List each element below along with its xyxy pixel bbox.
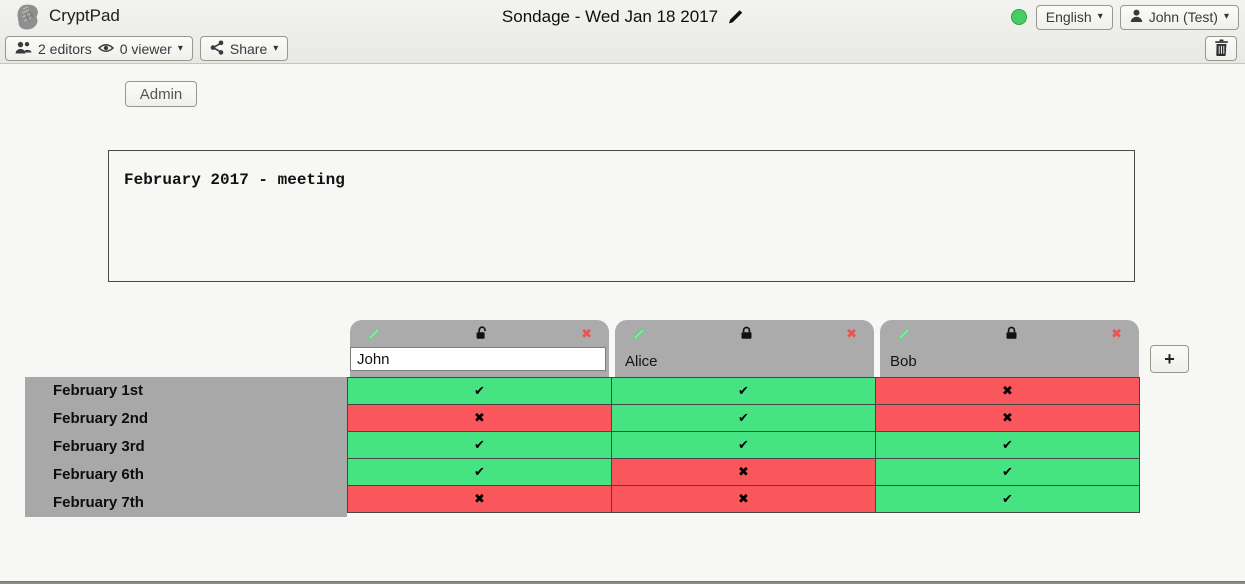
- vote-no-cell[interactable]: ✖: [347, 485, 612, 513]
- admin-button[interactable]: Admin: [125, 81, 197, 107]
- vote-no-cell[interactable]: ✖: [347, 404, 612, 432]
- app-name: CryptPad: [49, 6, 120, 25]
- chevron-down-icon: ▾: [1223, 11, 1229, 22]
- edit-column-icon[interactable]: [632, 327, 646, 341]
- share-label: Share: [229, 40, 268, 57]
- poll-row-label: February 2nd: [53, 410, 149, 427]
- poll-grid: ✔ ✔ ✖ ✖ ✔ ✖ ✔ ✔ ✔ ✔ ✖ ✔ ✖ ✖ ✔: [347, 377, 1140, 513]
- vote-yes-cell[interactable]: ✔: [347, 377, 612, 405]
- lock-icon[interactable]: [739, 326, 754, 341]
- user-name-label: John (Test): [1148, 9, 1218, 25]
- vote-yes-cell[interactable]: ✔: [347, 458, 612, 486]
- vote-yes-cell[interactable]: ✔: [875, 431, 1140, 459]
- add-column-button[interactable]: +: [1150, 345, 1189, 373]
- viewers-count-label: 0 viewer: [119, 40, 172, 57]
- chevron-down-icon: ▾: [273, 42, 279, 54]
- document-title: Sondage - Wed Jan 18 2017: [501, 7, 719, 26]
- delete-column-icon[interactable]: ✖: [1111, 326, 1122, 341]
- column-name-label: Bob: [890, 353, 917, 370]
- language-selector[interactable]: English ▾: [1035, 4, 1113, 30]
- poll-grid-row: ✖ ✔ ✖: [347, 404, 1140, 432]
- eye-icon: [97, 41, 114, 57]
- column-header-bob: ✖ Bob: [880, 320, 1139, 377]
- poll-grid-row: ✔ ✔ ✔: [347, 431, 1140, 459]
- share-button[interactable]: Share ▾: [199, 36, 289, 61]
- language-label: English: [1045, 9, 1092, 25]
- trash-button[interactable]: [1205, 36, 1237, 61]
- vote-yes-cell[interactable]: ✔: [611, 431, 876, 459]
- userlist-button[interactable]: 2 editors 0 viewer ▾: [5, 36, 193, 61]
- poll-row-labels: February 1st February 2nd February 3rd Febr…: [25, 377, 347, 517]
- edit-column-icon[interactable]: [367, 327, 381, 341]
- vote-yes-cell[interactable]: ✔: [875, 458, 1140, 486]
- column-name-label: Alice: [625, 353, 658, 370]
- title-bar-right: English ▾ John (Test) ▾: [1010, 4, 1239, 30]
- toolbar: CryptPad Sondage - Wed Jan 18 2017 Engli…: [0, 0, 1245, 64]
- action-toolbar: 2 editors 0 viewer ▾: [0, 34, 1245, 64]
- share-icon: [210, 40, 224, 58]
- document-title-area: Sondage - Wed Jan 18 2017: [502, 0, 743, 34]
- poll-grid-row: ✔ ✖ ✔: [347, 458, 1140, 486]
- column-header-john: ✖: [350, 320, 609, 377]
- vote-no-cell[interactable]: ✖: [875, 377, 1140, 405]
- editors-count-label: 2 editors: [38, 40, 92, 57]
- chevron-down-icon: ▾: [1097, 11, 1103, 22]
- poll-row-label: February 7th: [53, 494, 144, 511]
- chevron-down-icon: ▾: [177, 42, 183, 54]
- vote-no-cell[interactable]: ✖: [611, 458, 876, 486]
- window-bottom-edge: [0, 581, 1245, 584]
- poll-column-headers: ✖ ✖ Alice: [347, 320, 1142, 377]
- edit-column-icon[interactable]: [897, 327, 911, 341]
- trash-icon: [1214, 39, 1229, 59]
- vote-yes-cell[interactable]: ✔: [347, 431, 612, 459]
- users-icon: [15, 41, 32, 57]
- delete-column-icon[interactable]: ✖: [846, 326, 857, 341]
- edit-title-icon[interactable]: [727, 9, 743, 25]
- poll-row-label: February 3rd: [53, 438, 145, 455]
- title-bar: CryptPad Sondage - Wed Jan 18 2017 Engli…: [0, 0, 1245, 34]
- user-icon: [1130, 9, 1143, 26]
- poll-row-label: February 6th: [53, 466, 144, 483]
- vote-no-cell[interactable]: ✖: [611, 485, 876, 513]
- cryptpad-logo-icon[interactable]: [13, 3, 41, 32]
- lock-icon[interactable]: [1004, 326, 1019, 341]
- vote-yes-cell[interactable]: ✔: [611, 377, 876, 405]
- column-name-input[interactable]: [350, 347, 606, 371]
- poll-grid-row: ✖ ✖ ✔: [347, 485, 1140, 513]
- vote-no-cell[interactable]: ✖: [875, 404, 1140, 432]
- vote-yes-cell[interactable]: ✔: [611, 404, 876, 432]
- poll-description-input[interactable]: February 2017 - meeting: [108, 150, 1135, 282]
- delete-column-icon[interactable]: ✖: [581, 326, 592, 341]
- poll-grid-row: ✔ ✔ ✖: [347, 377, 1140, 405]
- column-header-alice: ✖ Alice: [615, 320, 874, 377]
- poll-row-label: February 1st: [53, 382, 144, 399]
- vote-yes-cell[interactable]: ✔: [875, 485, 1140, 513]
- user-menu-button[interactable]: John (Test) ▾: [1119, 4, 1239, 30]
- unlock-icon[interactable]: [474, 326, 489, 341]
- connection-status-icon: [1010, 9, 1027, 25]
